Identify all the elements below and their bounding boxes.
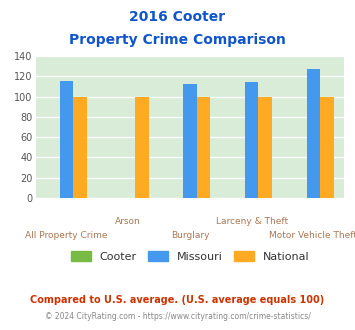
Bar	[183, 84, 197, 198]
Text: © 2024 CityRating.com - https://www.cityrating.com/crime-statistics/: © 2024 CityRating.com - https://www.city…	[45, 312, 310, 321]
Text: Arson: Arson	[115, 217, 141, 226]
Text: Larceny & Theft: Larceny & Theft	[215, 217, 288, 226]
Text: Motor Vehicle Theft: Motor Vehicle Theft	[269, 231, 355, 240]
Text: Burglary: Burglary	[171, 231, 209, 240]
Text: All Property Crime: All Property Crime	[25, 231, 108, 240]
Bar	[258, 97, 272, 198]
Bar	[245, 82, 258, 198]
Bar	[307, 69, 320, 198]
Text: 2016 Cooter: 2016 Cooter	[130, 10, 225, 24]
Text: Compared to U.S. average. (U.S. average equals 100): Compared to U.S. average. (U.S. average …	[31, 295, 324, 305]
Bar	[197, 97, 210, 198]
Bar	[73, 97, 87, 198]
Text: Property Crime Comparison: Property Crime Comparison	[69, 33, 286, 47]
Legend: Cooter, Missouri, National: Cooter, Missouri, National	[66, 247, 313, 266]
Bar	[135, 97, 148, 198]
Bar	[60, 82, 73, 198]
Bar	[320, 97, 334, 198]
